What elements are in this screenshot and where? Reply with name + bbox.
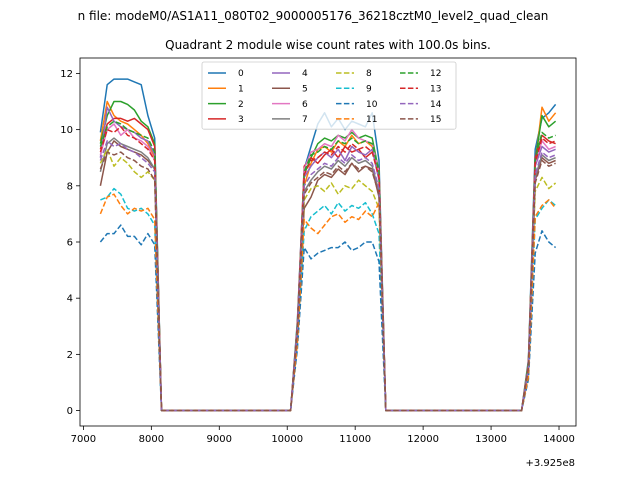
series-line-14 xyxy=(99,140,556,412)
legend-label: 1 xyxy=(238,85,244,95)
x-tick-label: 10000 xyxy=(271,434,303,445)
series-line-15 xyxy=(99,151,556,412)
legend-label: 6 xyxy=(302,100,308,110)
x-tick-label: 14000 xyxy=(543,434,575,445)
y-tick-label: 12 xyxy=(60,69,73,80)
axis-layer: 7000 8000 9000 10000 11000 12000 13000 14000 0 2 4… xyxy=(60,69,575,445)
legend-label: 15 xyxy=(430,115,441,125)
x-tick-label: 7000 xyxy=(71,434,96,445)
legend-label: 3 xyxy=(238,115,244,125)
x-tick-label: 9000 xyxy=(207,434,232,445)
plot-frame xyxy=(79,57,577,427)
legend-label: 5 xyxy=(302,85,308,95)
x-tick-label: 8000 xyxy=(139,434,164,445)
x-tick-label: 11000 xyxy=(339,434,371,445)
legend-label: 14 xyxy=(430,100,442,110)
legend-label: 9 xyxy=(366,85,372,95)
y-tick-label: 10 xyxy=(60,125,73,136)
legend-label: 0 xyxy=(238,69,244,79)
legend-label: 13 xyxy=(430,85,441,95)
y-tick-label: 0 xyxy=(67,406,73,417)
y-tick-label: 4 xyxy=(67,294,73,305)
y-tick-label: 8 xyxy=(67,181,73,192)
legend-label: 10 xyxy=(366,100,378,110)
x-tick-label: 13000 xyxy=(475,434,507,445)
legend-box xyxy=(201,61,457,130)
legend-label: 2 xyxy=(238,100,244,110)
series-line-13 xyxy=(99,126,556,412)
legend-label: 8 xyxy=(366,69,372,79)
y-tick-label: 6 xyxy=(67,238,73,249)
legend-label: 4 xyxy=(302,69,308,79)
y-tick-label: 2 xyxy=(67,350,73,361)
series-line-11 xyxy=(99,193,557,412)
legend-label: 11 xyxy=(366,115,377,125)
legend-label: 7 xyxy=(302,115,308,125)
x-offset-label: +3.925e8 xyxy=(525,458,575,469)
series-layer xyxy=(99,78,557,412)
chart-title: Quadrant 2 module wise count rates with … xyxy=(165,38,491,52)
x-tick-label: 12000 xyxy=(407,434,439,445)
series-group xyxy=(99,78,557,412)
figure-suptitle: n file: modeM0/AS1A11_080T02_9000005176_… xyxy=(78,9,549,23)
legend-label: 12 xyxy=(430,69,441,79)
